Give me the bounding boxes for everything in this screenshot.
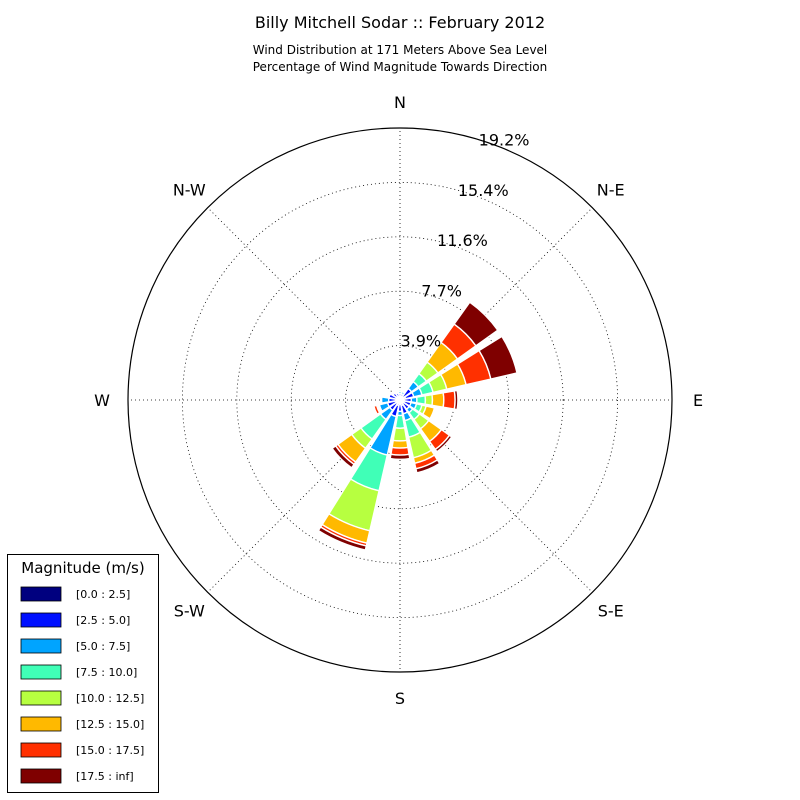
- wind-bar-segment: [394, 390, 400, 395]
- legend-label: [15.0 : 17.5]: [76, 744, 144, 757]
- direction-label: N-E: [597, 180, 625, 199]
- legend: Magnitude (m/s) [0.0 : 2.5] [2.5 : 5.0] [5.…: [7, 554, 159, 793]
- wind-bar-segment: [424, 393, 434, 407]
- grid-ring: [181, 181, 619, 619]
- axis-labels: N N-E E S-E S S-W W N-W 3.9% 7.7% 11.6% 15.4% 19.2%: [94, 93, 703, 708]
- wind-bar-segment: [397, 389, 403, 393]
- legend-swatch: [20, 664, 62, 680]
- wind-bar-segment: [392, 427, 408, 442]
- spoke-line: [399, 207, 593, 401]
- legend-swatch: [20, 768, 62, 784]
- spoke-line: [207, 207, 401, 401]
- wind-bars: [317, 301, 518, 551]
- chart-title: Billy Mitchell Sodar :: February 2012: [255, 13, 545, 32]
- radial-tick-label: 7.7%: [421, 281, 462, 300]
- wind-bar-segment: [317, 526, 368, 551]
- legend-label: [10.0 : 12.5]: [76, 692, 144, 705]
- radial-tick-label: 11.6%: [437, 231, 488, 250]
- wind-bar-segment: [478, 335, 518, 380]
- wind-bar-segment: [434, 434, 453, 453]
- wind-bar-segment: [373, 404, 381, 416]
- radial-tick-label: 15.4%: [458, 181, 509, 200]
- legend-label: [17.5 : inf]: [76, 770, 134, 783]
- wind-bar-segment: [431, 391, 445, 409]
- legend-label: [12.5 : 15.0]: [76, 718, 144, 731]
- direction-label: N: [394, 93, 406, 112]
- direction-label: W: [94, 391, 110, 410]
- legend-title: Magnitude (m/s): [21, 559, 144, 577]
- radial-tick-label: 3.9%: [400, 332, 441, 351]
- legend-swatch: [20, 612, 62, 628]
- wind-bar-segment: [453, 389, 459, 411]
- wind-bar-segment: [391, 439, 409, 449]
- wind-bar-segment: [390, 446, 410, 456]
- direction-label: E: [693, 391, 703, 410]
- spoke-line: [399, 399, 593, 593]
- wind-bar-segment: [331, 444, 356, 469]
- wind-bar-segment: [389, 453, 411, 461]
- polar-grid: [127, 127, 673, 673]
- wind-bar-segment: [421, 405, 436, 420]
- grid-ring: [236, 236, 564, 564]
- wind-bar-segment: [453, 301, 499, 347]
- chart-subtitle-line-2: Percentage of Wind Magnitude Towards Dir…: [253, 60, 547, 74]
- legend-swatch: [20, 586, 62, 602]
- wind-bar-segment: [394, 414, 406, 429]
- legend-label: [7.5 : 10.0]: [76, 666, 137, 679]
- wind-bar-segment: [410, 396, 418, 404]
- wind-bar-segment: [415, 458, 441, 474]
- radial-tick-label: 19.2%: [479, 131, 530, 150]
- chart-subtitle-line-1: Wind Distribution at 171 Meters Above Se…: [253, 43, 548, 57]
- direction-label: S-W: [174, 602, 205, 621]
- direction-label: S: [395, 689, 405, 708]
- legend-label: [0.0 : 2.5]: [76, 588, 130, 601]
- legend-label: [2.5 : 5.0]: [76, 614, 130, 627]
- wind-bar-segment: [415, 394, 427, 406]
- legend-swatch: [20, 742, 62, 758]
- outer-ring: [127, 127, 673, 673]
- legend-label: [5.0 : 7.5]: [76, 640, 130, 653]
- direction-label: N-W: [173, 180, 206, 199]
- wind-bar-segment: [442, 390, 456, 410]
- legend-swatch: [20, 638, 62, 654]
- legend-swatch: [20, 690, 62, 706]
- grid-ring: [290, 290, 510, 510]
- wind-bar-segment: [388, 393, 398, 400]
- wind-bar-segment: [392, 392, 399, 399]
- direction-label: S-E: [598, 602, 624, 621]
- wind-bar-segment: [380, 396, 390, 404]
- spoke-line: [207, 399, 401, 593]
- legend-swatch: [20, 716, 62, 732]
